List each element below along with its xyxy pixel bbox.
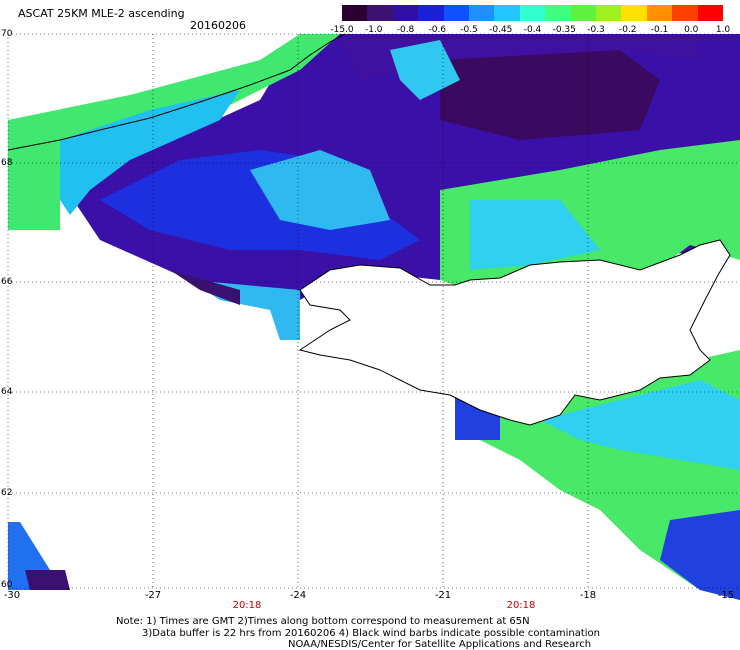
pass-time-2: 20:18 [506, 600, 536, 611]
colorbar-tick-label: -0.35 [552, 25, 576, 35]
lon-label-21w: -21 [434, 590, 452, 601]
graticule [8, 33, 740, 589]
note-line-3: NOAA/NESDIS/Center for Satellite Applica… [288, 639, 592, 650]
colorbar-swatch [621, 5, 647, 21]
lon-label-27w: -27 [144, 590, 162, 601]
swath-se-cyan [540, 380, 740, 470]
swath-cyan-nw [60, 90, 240, 215]
note-line-2: 3)Data buffer is 22 hrs from 20160206 4)… [142, 628, 600, 639]
colorbar-swatch [342, 5, 368, 21]
colorbar-tick-label: -1.0 [364, 25, 383, 35]
swath-green-nw [8, 34, 340, 230]
lon-label-18w: -18 [579, 590, 597, 601]
swath-se-blue [660, 510, 740, 600]
colorbar-swatch [545, 5, 571, 21]
colorbar-tick-label: 1.0 [715, 25, 731, 35]
swath-sw-corner-dark [25, 570, 70, 590]
lat-label-60: 60 [1, 580, 13, 590]
colorbar-swatch [494, 5, 520, 21]
colorbar-tick-label: 0.0 [684, 25, 699, 35]
lat-label-62: 62 [1, 488, 13, 498]
colorbar-tick-label: -0.3 [587, 25, 605, 35]
colorbar-tick-label: -0.4 [523, 25, 542, 35]
colorbar-tick-label: -0.6 [428, 25, 447, 35]
colorbar-tick-label: -0.1 [650, 25, 669, 35]
colorbar-swatch [392, 5, 419, 21]
note-line-1: Note: 1) Times are GMT 2)Times along bot… [116, 616, 530, 627]
colorbar-tick-label: -15.0 [330, 25, 354, 35]
colorbar-swatch [443, 5, 470, 21]
iceland-land [298, 239, 731, 426]
swath-cyan-east [470, 200, 600, 270]
swath-darkcore [440, 50, 660, 140]
lat-label-64: 64 [1, 387, 13, 397]
lon-label-15w: -15 [717, 590, 735, 601]
colorbar [342, 5, 724, 21]
colorbar-swatch [519, 5, 546, 21]
colorbar-swatch [596, 5, 622, 21]
header-date: 20160206 [190, 19, 246, 32]
swath-sw-corner [8, 522, 70, 590]
greenland-coast [7, 33, 346, 151]
colorbar-swatch [367, 5, 393, 21]
colorbar-swatch [469, 5, 495, 21]
lon-label-24w: -24 [289, 590, 307, 601]
colorbar-tick-label: -0.8 [396, 25, 415, 35]
colorbar-swatch [697, 5, 724, 21]
swath-cyan-mid [250, 150, 390, 230]
swath-sw-purple [170, 270, 240, 305]
colorbar-tick-label: -0.45 [489, 25, 513, 35]
colorbar-ticks: -15.0 -1.0 -0.8 -0.6 -0.5 -0.45 -0.4 -0.35 -0.3 -… [330, 25, 737, 37]
colorbar-swatch [672, 5, 698, 21]
colorbar-tick-label: -0.5 [460, 25, 478, 35]
lat-label-68: 68 [1, 158, 13, 168]
swath-cyan-top [390, 40, 460, 100]
colorbar-tick-label: -0.2 [618, 25, 637, 35]
pass-time-1: 20:18 [232, 600, 262, 611]
lat-label-70: 70 [1, 29, 13, 39]
colorbar-swatch [418, 5, 444, 21]
colorbar-swatch [646, 5, 673, 21]
lon-label-30w: -30 [3, 590, 21, 601]
header-title: ASCAT 25KM MLE-2 ascending [18, 7, 185, 20]
lat-label-66: 66 [1, 277, 13, 287]
colorbar-swatch [570, 5, 597, 21]
